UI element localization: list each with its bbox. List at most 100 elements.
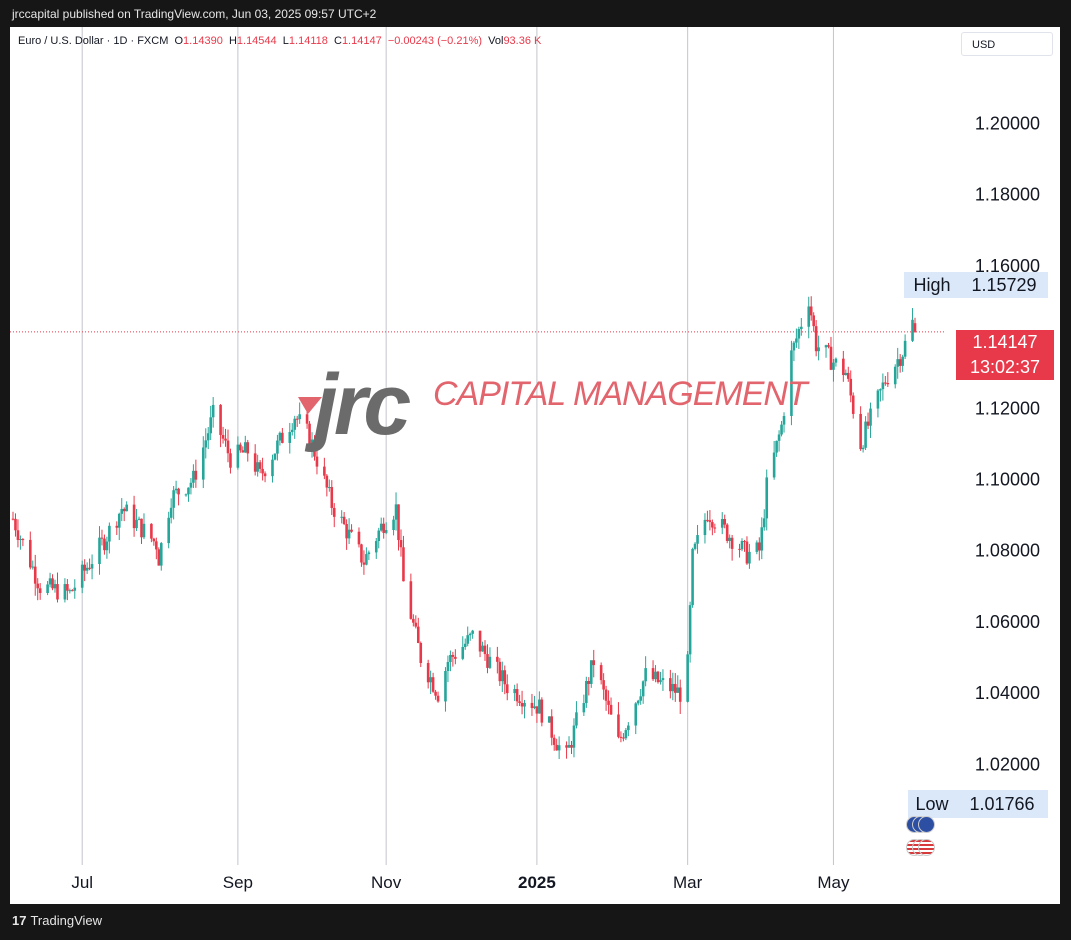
candle-body	[83, 564, 86, 571]
eu-event-icon[interactable]	[918, 816, 935, 833]
candle-body	[723, 519, 727, 525]
candles-layer	[11, 296, 917, 760]
candle-body	[402, 547, 405, 582]
candle-body	[71, 590, 74, 592]
candle-body	[693, 543, 697, 549]
close-label: C	[333, 35, 342, 47]
candle-body	[11, 518, 15, 520]
candle-body	[177, 488, 180, 495]
candle-body	[866, 421, 870, 426]
candle-body	[399, 540, 403, 548]
y-tick-label: 1.16000	[975, 256, 1040, 276]
candle-body	[431, 677, 435, 692]
candle-body	[602, 680, 605, 690]
candle-body	[619, 736, 623, 738]
y-tick-label: 1.18000	[975, 185, 1040, 205]
candle-body	[340, 516, 343, 518]
symbol-name[interactable]: Euro / U.S. Dollar · 1D · FXCM	[18, 35, 169, 47]
candle-body	[365, 554, 368, 565]
candle-body	[14, 518, 17, 531]
candle-body	[288, 432, 292, 443]
candle-body	[745, 541, 749, 564]
candle-body	[903, 340, 907, 357]
candle-body	[229, 453, 232, 468]
candle-body	[592, 660, 596, 666]
price-chart[interactable]: Jul Sep Nov 2025 Mar May 1.20000 1.18000 1.16000…	[10, 27, 1060, 904]
candle-body	[896, 359, 900, 367]
candle-body	[483, 645, 487, 655]
candle-body	[226, 440, 230, 454]
candle-body	[125, 504, 128, 512]
y-tick-label: 1.20000	[975, 113, 1040, 133]
candle-body	[53, 584, 57, 589]
candle-body	[159, 543, 163, 566]
candle-body	[28, 539, 32, 568]
candle-body	[587, 680, 591, 684]
candle-body	[350, 529, 353, 532]
candle-body	[298, 414, 301, 420]
x-tick-label: Sep	[223, 873, 253, 892]
candle-body	[409, 581, 413, 619]
currency-selector[interactable]: USD	[961, 32, 1053, 56]
low-marker-label: Low	[908, 790, 956, 818]
candle-body	[374, 541, 378, 553]
candle-body	[691, 548, 694, 606]
x-tick-label: 2025	[518, 873, 556, 892]
candle-body	[315, 456, 319, 467]
candle-body	[725, 524, 729, 541]
candle-body	[879, 389, 882, 391]
candle-body	[347, 529, 351, 539]
candle-body	[209, 417, 212, 434]
candle-body	[100, 537, 104, 539]
candle-body	[599, 665, 603, 681]
high-value: 1.14544	[236, 35, 277, 47]
candle-body	[777, 434, 781, 441]
candle-body	[743, 540, 746, 542]
tradingview-brand[interactable]: 17 TradingView	[12, 913, 102, 928]
us-event-icon[interactable]	[918, 839, 935, 856]
candle-body	[501, 670, 504, 682]
candle-body	[120, 508, 124, 514]
ohlc-legend[interactable]: Euro / U.S. Dollar · 1D · FXCM O1.14390 …	[18, 35, 541, 47]
last-price: 1.14147	[972, 332, 1038, 352]
candle-body	[451, 654, 455, 657]
candle-body	[585, 680, 588, 704]
tradingview-brand-text: TradingView	[30, 913, 103, 928]
volume-label: Vol	[488, 35, 504, 47]
candle-body	[659, 680, 662, 683]
candle-body	[844, 372, 848, 376]
low-value: 1.14118	[288, 35, 328, 47]
candle-body	[261, 468, 264, 474]
candle-body	[135, 519, 138, 529]
candle-body	[760, 527, 764, 551]
candle-body	[800, 326, 803, 330]
candle-body	[851, 395, 855, 414]
volume-value: 93.36 K	[503, 35, 542, 47]
candle-body	[290, 429, 294, 433]
candle-body	[518, 701, 521, 704]
candle-body	[155, 541, 158, 550]
published-by-header: jrccapital published on TradingView.com,…	[12, 7, 377, 21]
candle-body	[33, 566, 37, 584]
low-marker-value: 1.01766	[956, 790, 1048, 818]
grid-layer	[10, 27, 946, 865]
candle-body	[357, 531, 361, 545]
candle-body	[73, 587, 77, 591]
candle-body	[263, 473, 267, 477]
high-marker-label: High	[904, 272, 960, 298]
candle-body	[775, 440, 778, 453]
candle-body	[673, 683, 677, 693]
candle-body	[221, 435, 225, 439]
candle-body	[780, 424, 783, 435]
candle-body	[169, 507, 173, 518]
candle-body	[913, 323, 917, 332]
candle-body	[797, 329, 801, 339]
candle-body	[622, 737, 625, 739]
candle-body	[678, 687, 682, 702]
candle-body	[51, 578, 54, 589]
candle-body	[520, 703, 524, 707]
chart-frame[interactable]: Jul Sep Nov 2025 Mar May 1.20000 1.18000 1.16000…	[10, 27, 1060, 904]
candle-body	[436, 695, 440, 702]
last-price-badge: 1.14147 13:02:37	[956, 330, 1054, 380]
candle-body	[444, 671, 447, 702]
